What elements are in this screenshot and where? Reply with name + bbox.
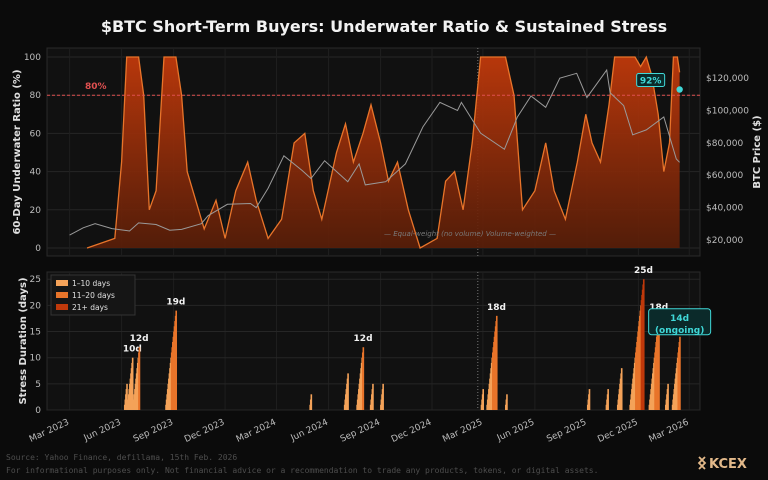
- underwater-area: [87, 57, 680, 248]
- top-ytick-label: 20: [30, 206, 42, 216]
- legend-swatch: [56, 304, 68, 310]
- top-right-ytick-label: $80,000: [706, 139, 743, 149]
- stress-bar: [506, 394, 508, 410]
- top-ytick-label: 0: [35, 244, 41, 254]
- episode-label: 10d: [123, 345, 142, 355]
- episode-label: 12d: [354, 334, 373, 344]
- top-ytick-label: 40: [30, 168, 42, 178]
- stress-bar: [642, 279, 645, 410]
- stress-bar: [620, 368, 623, 410]
- episode-label: 18d: [649, 303, 668, 313]
- stress-bar: [362, 347, 365, 410]
- stress-bar: [667, 383, 669, 410]
- footer-source: Source: Yahoo Finance, defillama, 15th F…: [6, 453, 237, 462]
- stress-bar: [607, 389, 609, 410]
- stress-bar: [126, 383, 128, 410]
- episode-label: 25d: [634, 266, 653, 276]
- stress-bar: [588, 389, 591, 410]
- stress-bar: [310, 394, 313, 410]
- stress-bar: [372, 383, 374, 410]
- current-ratio-label: 92%: [640, 76, 662, 86]
- stress-bar: [382, 383, 384, 410]
- legend-label: 21+ days: [72, 303, 108, 312]
- episode-label: (ongoing): [655, 326, 704, 336]
- top-legend-note: — Equal-weight (no volume) Volume-weight…: [384, 230, 556, 238]
- bottom-ytick-label: 10: [30, 354, 42, 364]
- stress-bar: [679, 336, 681, 410]
- episode-label: 19d: [166, 298, 185, 308]
- top-right-ytick-label: $40,000: [706, 204, 743, 214]
- btc-price-line: [69, 68, 680, 236]
- top-right-ytick-label: $60,000: [706, 171, 743, 181]
- threshold-label: 80%: [85, 82, 107, 92]
- top-right-ytick-label: $100,000: [706, 107, 749, 117]
- top-ylabel-right: BTC Price ($): [752, 115, 763, 188]
- episode-label: 18d: [487, 303, 506, 313]
- current-price-dot: [676, 86, 683, 93]
- bottom-ytick-label: 0: [35, 406, 41, 416]
- top-ytick-label: 80: [30, 91, 42, 101]
- underwater-line: [86, 55, 681, 249]
- top-ytick-label: 60: [30, 129, 42, 139]
- current-ratio-badge: [636, 72, 666, 87]
- ongoing-badge: [648, 308, 712, 336]
- top-ylabel: 60-Day Underwater Ratio (%): [12, 69, 23, 234]
- top-right-ytick-label: $20,000: [706, 236, 743, 246]
- stress-bar: [658, 315, 660, 410]
- bottom-legend: [50, 274, 136, 316]
- footer-disclaimer: For informational purposes only. Not fin…: [6, 466, 598, 475]
- stress-bar: [138, 347, 141, 410]
- legend-label: 1–10 days: [72, 279, 110, 288]
- stress-bar: [495, 315, 498, 410]
- stress-bar: [131, 357, 134, 410]
- stress-bar: [175, 310, 178, 410]
- bottom-ytick-label: 15: [30, 328, 41, 338]
- kcex-logo-icon: [697, 456, 707, 470]
- bottom-ytick-label: 25: [30, 275, 41, 285]
- bottom-ylabel: Stress Duration (days): [18, 277, 29, 404]
- stress-bar: [482, 389, 484, 410]
- legend-swatch: [56, 292, 68, 298]
- top-right-ytick-label: $120,000: [706, 74, 749, 84]
- episode-label: 14d: [670, 314, 689, 324]
- bottom-ytick-label: 20: [30, 301, 42, 311]
- legend-swatch: [56, 280, 68, 286]
- brand-name: KCEX: [709, 457, 747, 472]
- episode-label: 12d: [130, 334, 149, 344]
- legend-label: 11–20 days: [72, 291, 115, 300]
- bottom-ytick-label: 5: [35, 380, 41, 390]
- top-ytick-label: 100: [24, 53, 41, 63]
- stress-bar: [347, 373, 349, 410]
- chart-title: $BTC Short-Term Buyers: Underwater Ratio…: [101, 17, 667, 36]
